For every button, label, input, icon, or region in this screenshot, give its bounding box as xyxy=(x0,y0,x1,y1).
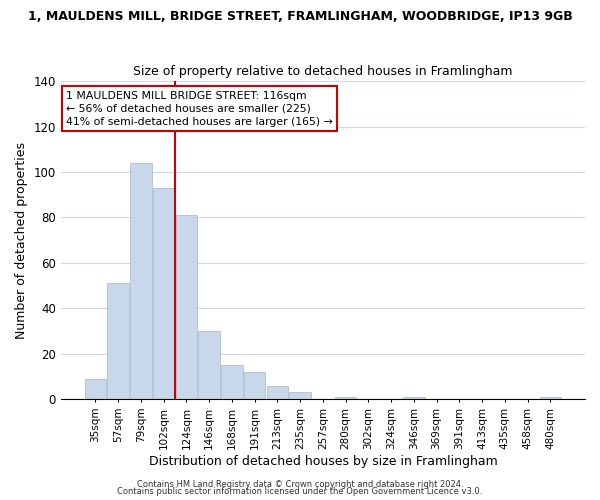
Text: 1, MAULDENS MILL, BRIDGE STREET, FRAMLINGHAM, WOODBRIDGE, IP13 9GB: 1, MAULDENS MILL, BRIDGE STREET, FRAMLIN… xyxy=(28,10,572,23)
Bar xyxy=(221,365,243,399)
X-axis label: Distribution of detached houses by size in Framlingham: Distribution of detached houses by size … xyxy=(149,454,497,468)
Bar xyxy=(153,188,175,399)
Bar xyxy=(266,386,288,399)
Bar xyxy=(199,331,220,399)
Y-axis label: Number of detached properties: Number of detached properties xyxy=(15,142,28,338)
Bar xyxy=(107,284,129,399)
Bar xyxy=(244,372,265,399)
Bar xyxy=(539,397,561,399)
Text: Contains public sector information licensed under the Open Government Licence v3: Contains public sector information licen… xyxy=(118,487,482,496)
Text: Contains HM Land Registry data © Crown copyright and database right 2024.: Contains HM Land Registry data © Crown c… xyxy=(137,480,463,489)
Bar xyxy=(85,378,106,399)
Bar xyxy=(130,163,152,399)
Bar xyxy=(176,215,197,399)
Bar xyxy=(403,397,425,399)
Title: Size of property relative to detached houses in Framlingham: Size of property relative to detached ho… xyxy=(133,66,512,78)
Bar xyxy=(289,392,311,399)
Bar xyxy=(335,397,356,399)
Text: 1 MAULDENS MILL BRIDGE STREET: 116sqm
← 56% of detached houses are smaller (225): 1 MAULDENS MILL BRIDGE STREET: 116sqm ← … xyxy=(66,90,333,127)
